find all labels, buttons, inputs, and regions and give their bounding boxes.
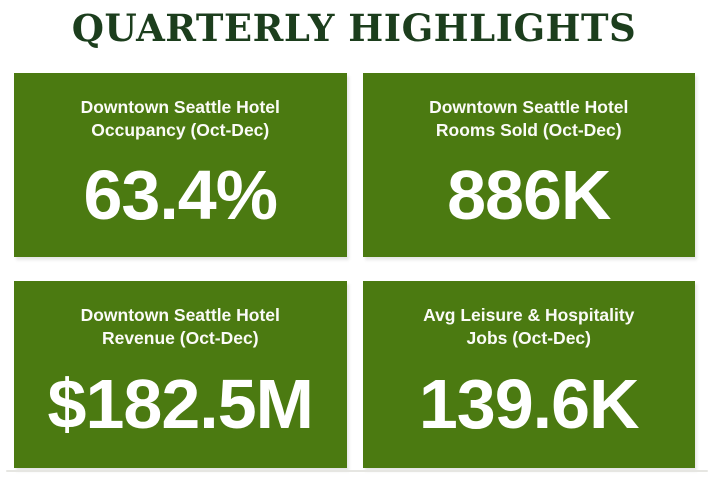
- kpi-label-line: Avg Leisure & Hospitality: [423, 305, 635, 325]
- kpi-label-line: Downtown Seattle Hotel: [429, 97, 629, 117]
- kpi-label-line: Downtown Seattle Hotel: [80, 97, 280, 117]
- kpi-cards-grid: Downtown Seattle Hotel Occupancy (Oct-De…: [14, 73, 695, 468]
- kpi-value: 886K: [447, 155, 611, 234]
- kpi-label-line: Occupancy (Oct-Dec): [91, 120, 270, 140]
- section-divider: [6, 470, 708, 472]
- kpi-label-line: Rooms Sold (Oct-Dec): [435, 120, 622, 140]
- kpi-card-label: Avg Leisure & Hospitality Jobs (Oct-Dec): [363, 281, 696, 350]
- kpi-label-line: Jobs (Oct-Dec): [466, 328, 591, 348]
- kpi-card-leisure-hospitality-jobs[interactable]: Avg Leisure & Hospitality Jobs (Oct-Dec)…: [362, 281, 696, 468]
- page-title: QUARTERLY HIGHLIGHTS: [71, 6, 637, 50]
- kpi-value: 139.6K: [418, 365, 640, 443]
- kpi-value: $182.5M: [47, 365, 314, 443]
- kpi-label-line: Downtown Seattle Hotel: [80, 305, 280, 325]
- kpi-label-line: Revenue (Oct-Dec): [101, 328, 259, 348]
- kpi-card-hotel-rooms-sold[interactable]: Downtown Seattle Hotel Rooms Sold (Oct-D…: [362, 73, 696, 257]
- kpi-card-hotel-revenue[interactable]: Downtown Seattle Hotel Revenue (Oct-Dec)…: [14, 281, 347, 468]
- kpi-card-label: Downtown Seattle Hotel Occupancy (Oct-De…: [14, 73, 347, 142]
- kpi-value-wrap: $182.5M: [14, 350, 347, 468]
- kpi-value-wrap: 63.4%: [14, 142, 347, 257]
- kpi-card-label: Downtown Seattle Hotel Rooms Sold (Oct-D…: [363, 73, 696, 142]
- kpi-card-hotel-occupancy[interactable]: Downtown Seattle Hotel Occupancy (Oct-De…: [14, 73, 347, 257]
- kpi-value-wrap: 139.6K: [363, 350, 696, 468]
- kpi-value: 63.4%: [83, 155, 278, 234]
- kpi-value-wrap: 886K: [363, 142, 696, 257]
- kpi-card-label: Downtown Seattle Hotel Revenue (Oct-Dec): [14, 281, 347, 350]
